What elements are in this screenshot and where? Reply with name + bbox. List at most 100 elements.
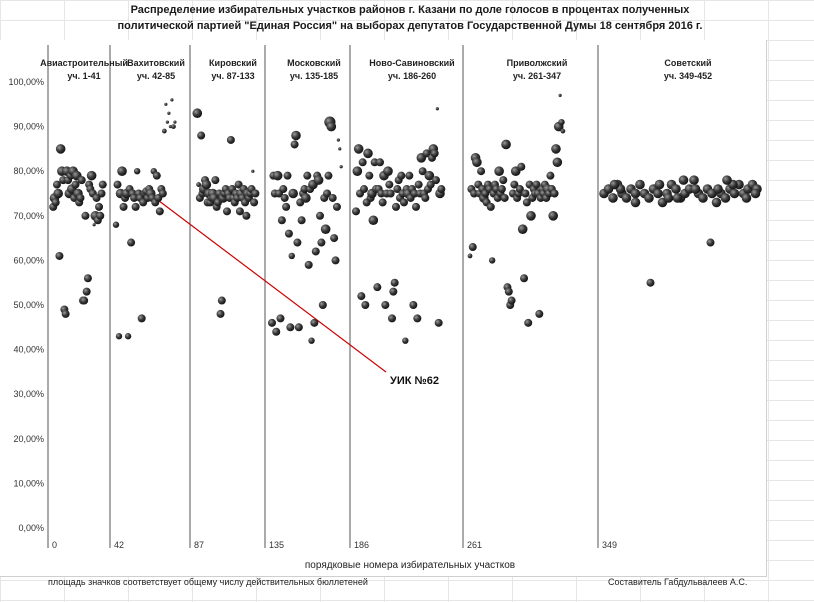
data-point [526,211,536,221]
data-point [251,189,260,198]
data-point [338,147,342,151]
chart-title: Распределение избирательных участков рай… [60,2,760,34]
data-point [328,193,337,202]
data-point [432,176,440,185]
data-point [161,128,167,134]
data-point [171,124,176,129]
data-point [282,202,291,211]
data-point [117,166,127,176]
data-point [671,184,681,194]
data-points [49,93,762,344]
annotation-label: УИК №62 [390,375,439,387]
data-point [98,180,107,189]
data-point [294,323,303,332]
y-tick-label: 20,00% [13,434,44,444]
data-point [385,180,394,189]
data-point [501,139,511,150]
data-point [494,166,504,176]
data-point [497,185,506,194]
data-point [654,179,665,190]
data-point [437,185,446,194]
data-point [251,169,255,173]
data-point [268,318,276,327]
data-point [722,175,732,185]
data-point [653,188,663,199]
data-point [291,130,301,141]
data-point [300,185,309,194]
y-tick-label: 100,00% [8,77,44,87]
data-point [711,197,722,208]
y-tick-label: 40,00% [13,345,44,355]
data-point [81,211,90,220]
data-point [412,202,420,211]
data-point [242,211,251,220]
data-point [76,193,85,202]
data-point [112,221,120,228]
data-point [303,171,312,180]
data-point [336,138,340,142]
data-point [470,189,479,198]
data-point [297,216,306,225]
data-point [630,188,641,199]
data-point [167,111,171,115]
data-point [507,296,516,305]
data-point [365,171,374,180]
data-point [197,131,206,140]
data-point [173,120,177,124]
data-point [164,102,168,106]
data-point [515,185,524,194]
data-point [332,202,341,211]
data-point [286,323,295,332]
data-point [311,247,320,256]
data-point [672,193,683,203]
data-point [558,93,562,97]
data-point [226,135,235,144]
chart-title-line-2: политической партией "Единая Россия" на … [117,20,703,32]
data-point [352,166,363,176]
y-axis-ticks: 0,00% 10,00% 20,00% 30,00% 40,00% 50,00% 60,00… [8,77,44,533]
data-point [363,148,373,159]
data-point [127,238,136,247]
data-point [421,193,430,202]
data-point [279,185,288,194]
data-point [71,180,80,189]
data-point [288,188,298,199]
data-point [211,176,220,185]
y-tick-label: 70,00% [13,211,44,221]
data-point [313,175,324,185]
district-range: уч. 349-452 [664,71,712,81]
data-point [413,314,422,323]
data-point [320,224,331,234]
data-point [361,301,370,309]
x-tick-label: 349 [602,540,617,550]
district-range: уч. 42-85 [137,71,175,81]
data-point [376,158,384,167]
data-point [170,98,174,102]
data-point [690,184,701,194]
x-tick-label: 186 [354,540,369,550]
data-point [324,171,333,180]
data-point [517,224,528,234]
district-name: Советский [664,58,711,68]
data-point [548,211,558,221]
data-point [378,198,387,207]
data-point [304,260,313,269]
data-point [318,301,327,309]
data-point [352,207,360,216]
data-point [115,333,123,340]
data-point [288,252,295,260]
data-point [424,170,435,181]
x-tick-label: 135 [269,540,284,550]
data-point [472,157,482,168]
data-point [357,292,366,301]
x-tick-label: 87 [194,540,204,550]
data-point [339,165,343,169]
data-point [435,107,439,111]
data-point [368,215,379,226]
y-tick-label: 0,00% [18,523,44,533]
x-tick-label: 0 [52,540,57,550]
data-point [223,207,231,216]
data-point [77,176,86,185]
data-point [308,337,315,344]
y-tick-label: 90,00% [13,122,44,132]
